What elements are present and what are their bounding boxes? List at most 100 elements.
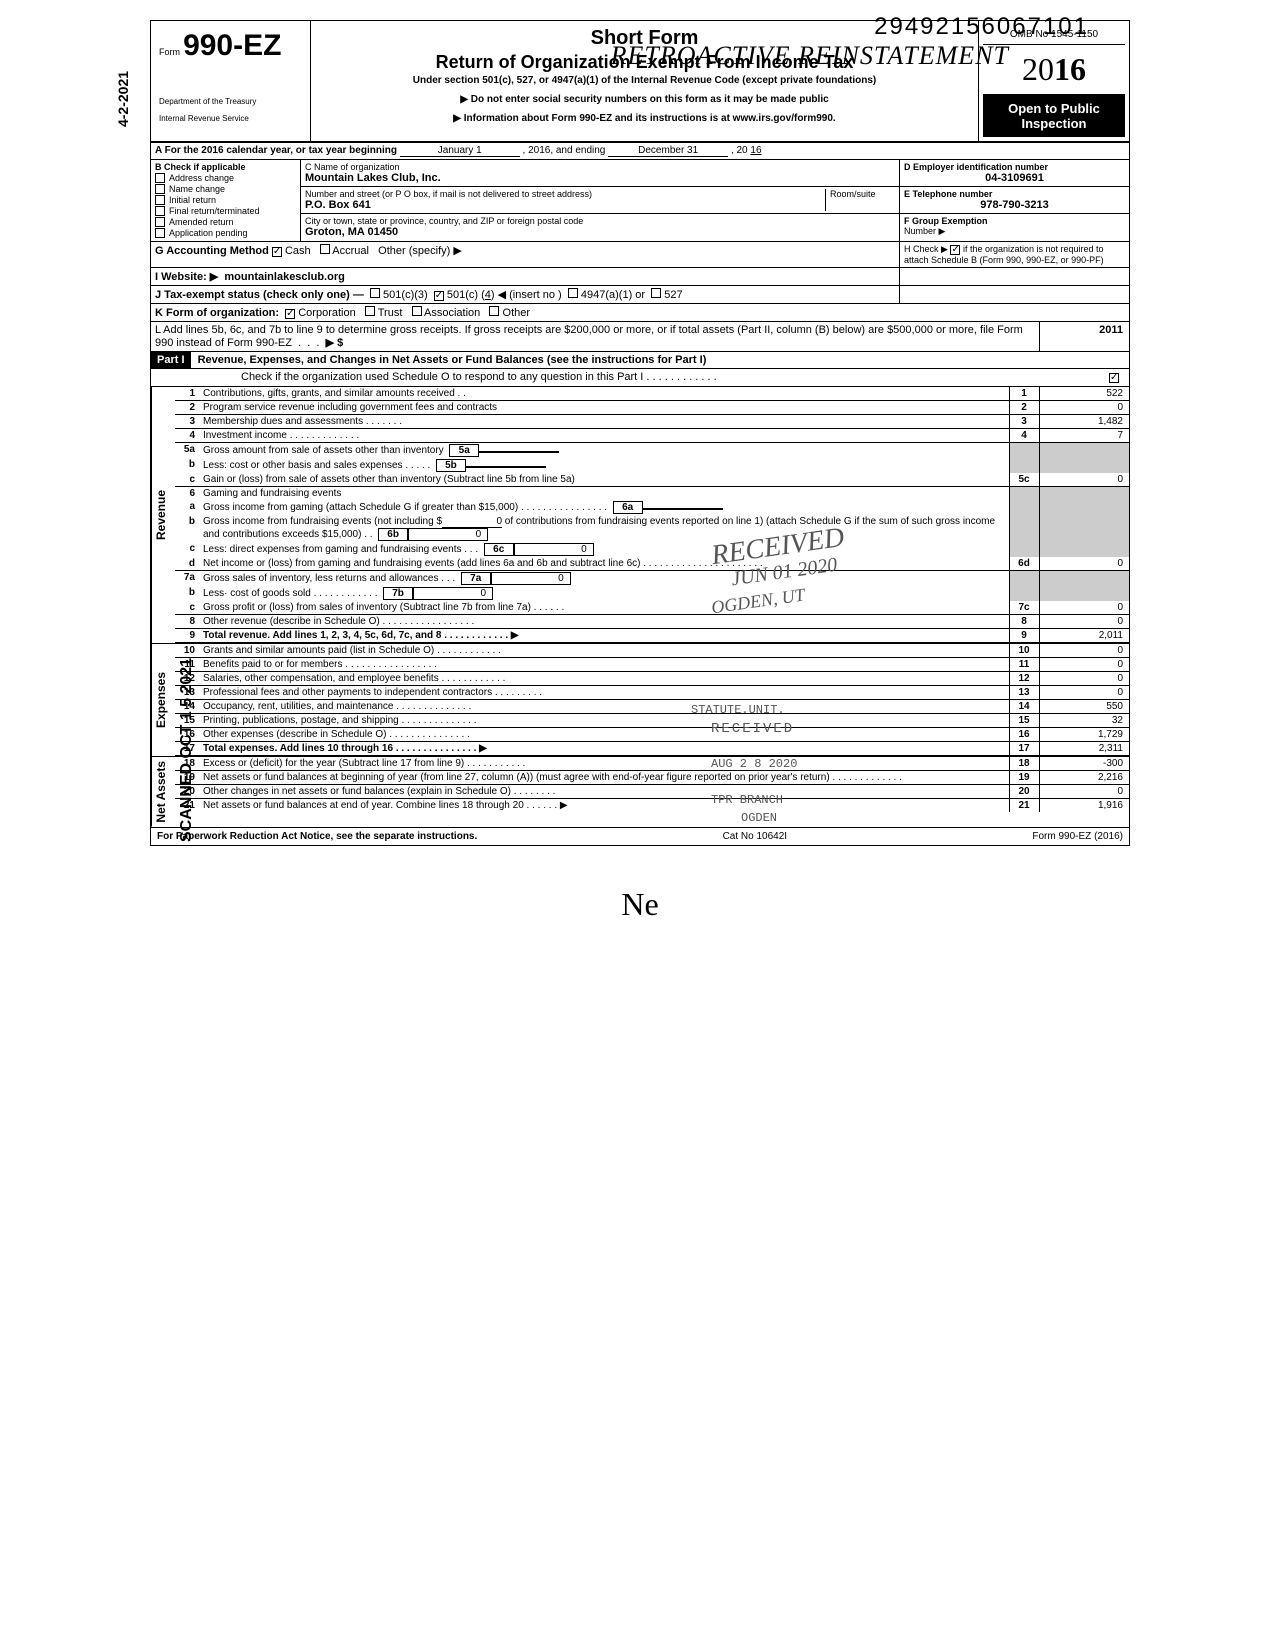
line-11-text: Benefits paid to or for members . . . . … bbox=[199, 658, 1009, 672]
check-association[interactable] bbox=[412, 306, 422, 316]
corp-label: Corporation bbox=[298, 307, 355, 319]
revenue-label: Revenue bbox=[151, 387, 170, 643]
line-15-amt: 32 bbox=[1039, 714, 1129, 728]
line-18-box: 18 bbox=[1009, 757, 1039, 771]
netassets-label: Net Assets bbox=[151, 757, 170, 827]
line-3-amt: 1,482 bbox=[1039, 415, 1129, 429]
line-20-amt: 0 bbox=[1039, 785, 1129, 799]
line-7c-num: c bbox=[175, 601, 199, 615]
section-bcde: B Check if applicable Address change Nam… bbox=[151, 160, 1129, 242]
org-address: P.O. Box 641 bbox=[305, 199, 825, 211]
line-2-text: Program service revenue including govern… bbox=[199, 401, 1009, 415]
line-7b-num: b bbox=[175, 586, 199, 601]
handwritten-number: 29492156067101 bbox=[874, 13, 1089, 41]
expenses-table: 10Grants and similar amounts paid (list … bbox=[175, 644, 1129, 756]
check-final-return[interactable]: Final return/terminated bbox=[155, 206, 296, 216]
line-1-amt: 522 bbox=[1039, 387, 1129, 401]
line-5c-text: Gain or (loss) from sale of assets other… bbox=[199, 473, 1009, 487]
line-14-text: Occupancy, rent, utilities, and maintena… bbox=[199, 700, 1009, 714]
line-19-amt: 2,216 bbox=[1039, 771, 1129, 785]
line-8-text: Other revenue (describe in Schedule O) .… bbox=[199, 615, 1009, 629]
501c3-label: 501(c)(3) bbox=[383, 289, 428, 301]
line-6d-amt: 0 bbox=[1039, 557, 1129, 571]
check-name-change[interactable]: Name change bbox=[155, 184, 296, 194]
check-501c3[interactable] bbox=[370, 288, 380, 298]
line-5c-box: 5c bbox=[1009, 473, 1039, 487]
check-4947[interactable] bbox=[568, 288, 578, 298]
check-other-org[interactable] bbox=[489, 306, 499, 316]
line-5c-num: c bbox=[175, 473, 199, 487]
label-city: City or town, state or province, country… bbox=[305, 216, 895, 226]
col-de: D Employer identification number 04-3109… bbox=[899, 160, 1129, 241]
assoc-label: Association bbox=[424, 307, 480, 319]
check-initial-return[interactable]: Initial return bbox=[155, 195, 296, 205]
open-public-2: Inspection bbox=[987, 116, 1121, 131]
row-l-text: L Add lines 5b, 6c, and 7b to line 9 to … bbox=[155, 324, 1023, 349]
label-org-name: C Name of organization bbox=[305, 162, 895, 172]
check-amended[interactable]: Amended return bbox=[155, 217, 296, 227]
line-4-amt: 7 bbox=[1039, 429, 1129, 443]
tax-year-end: December 31 bbox=[608, 145, 728, 157]
line-6c-mbox: 6c bbox=[484, 543, 514, 556]
under-section: Under section 501(c), 527, or 4947(a)(1)… bbox=[319, 75, 970, 86]
line-19-box: 19 bbox=[1009, 771, 1039, 785]
revenue-table: 1Contributions, gifts, grants, and simil… bbox=[175, 387, 1129, 643]
part1-check-text: Check if the organization used Schedule … bbox=[241, 371, 717, 383]
line-13-box: 13 bbox=[1009, 686, 1039, 700]
col-c: C Name of organization Mountain Lakes Cl… bbox=[301, 160, 899, 241]
527-label: 527 bbox=[664, 289, 682, 301]
open-public-1: Open to Public bbox=[987, 101, 1121, 116]
form-page: 29492156067101 RETROACTIVE REINSTATEMENT… bbox=[150, 20, 1130, 846]
cash-label: Cash bbox=[285, 245, 311, 257]
line-10-num: 10 bbox=[175, 644, 199, 658]
other-method-label: Other (specify) ▶ bbox=[378, 245, 462, 257]
check-527[interactable] bbox=[651, 288, 661, 298]
line-7a-num: 7a bbox=[175, 571, 199, 587]
line-9-text: Total revenue. Add lines 1, 2, 3, 4, 5c,… bbox=[203, 630, 519, 641]
label-form-org: K Form of organization: bbox=[155, 307, 279, 319]
check-501c[interactable] bbox=[434, 291, 444, 301]
line-4-text: Investment income . . . . . . . . . . . … bbox=[199, 429, 1009, 443]
label-ein: D Employer identification number bbox=[904, 162, 1048, 172]
handwritten-retroactive: RETROACTIVE REINSTATEMENT bbox=[611, 41, 1009, 71]
line-16-amt: 1,729 bbox=[1039, 728, 1129, 742]
line-7b-mbox: 7b bbox=[383, 587, 413, 600]
phone: 978-790-3213 bbox=[904, 199, 1125, 211]
check-application-pending[interactable]: Application pending bbox=[155, 228, 296, 238]
label-accounting: G Accounting Method bbox=[155, 245, 269, 257]
label-website: I Website: ▶ bbox=[155, 271, 218, 283]
line-5a-mamt bbox=[479, 451, 559, 453]
line-6b-inline-amt: 0 bbox=[442, 516, 502, 528]
ein: 04-3109691 bbox=[904, 172, 1125, 184]
line-5a-text: Gross amount from sale of assets other t… bbox=[203, 445, 444, 456]
line-7b-text: Less· cost of goods sold . . . . . . . .… bbox=[203, 588, 378, 599]
check-address-change[interactable]: Address change bbox=[155, 173, 296, 183]
line-6c-num: c bbox=[175, 542, 199, 557]
line-12-amt: 0 bbox=[1039, 672, 1129, 686]
line-1-num: 1 bbox=[175, 387, 199, 401]
line-19-text: Net assets or fund balances at beginning… bbox=[199, 771, 1009, 785]
check-accrual[interactable] bbox=[320, 244, 330, 254]
line-2-num: 2 bbox=[175, 401, 199, 415]
check-schedule-b[interactable] bbox=[950, 245, 960, 255]
row-k: K Form of organization: Corporation Trus… bbox=[151, 304, 1129, 322]
side-scanned: SCANNED OCT 1 5 2021 bbox=[178, 658, 196, 842]
label-group-exemption: F Group Exemption bbox=[904, 216, 988, 226]
label-tax-exempt: J Tax-exempt status (check only one) — bbox=[155, 289, 364, 301]
label-address: Number and street (or P O box, if mail i… bbox=[305, 189, 825, 199]
line-13-amt: 0 bbox=[1039, 686, 1129, 700]
part1-label: Part I bbox=[151, 352, 191, 368]
check-schedule-o[interactable] bbox=[1109, 373, 1119, 383]
line-4-num: 4 bbox=[175, 429, 199, 443]
check-trust[interactable] bbox=[365, 306, 375, 316]
year-prefix: 20 bbox=[1022, 51, 1054, 87]
trust-label: Trust bbox=[378, 307, 403, 319]
line-17-amt: 2,311 bbox=[1039, 742, 1129, 756]
expenses-label: Expenses bbox=[151, 644, 170, 756]
line-6-num: 6 bbox=[175, 487, 199, 501]
line-14-box: 14 bbox=[1009, 700, 1039, 714]
form-number-cell: Form 990-EZ Department of the Treasury I… bbox=[151, 21, 311, 141]
check-cash[interactable] bbox=[272, 247, 282, 257]
check-corporation[interactable] bbox=[285, 309, 295, 319]
line-11-amt: 0 bbox=[1039, 658, 1129, 672]
